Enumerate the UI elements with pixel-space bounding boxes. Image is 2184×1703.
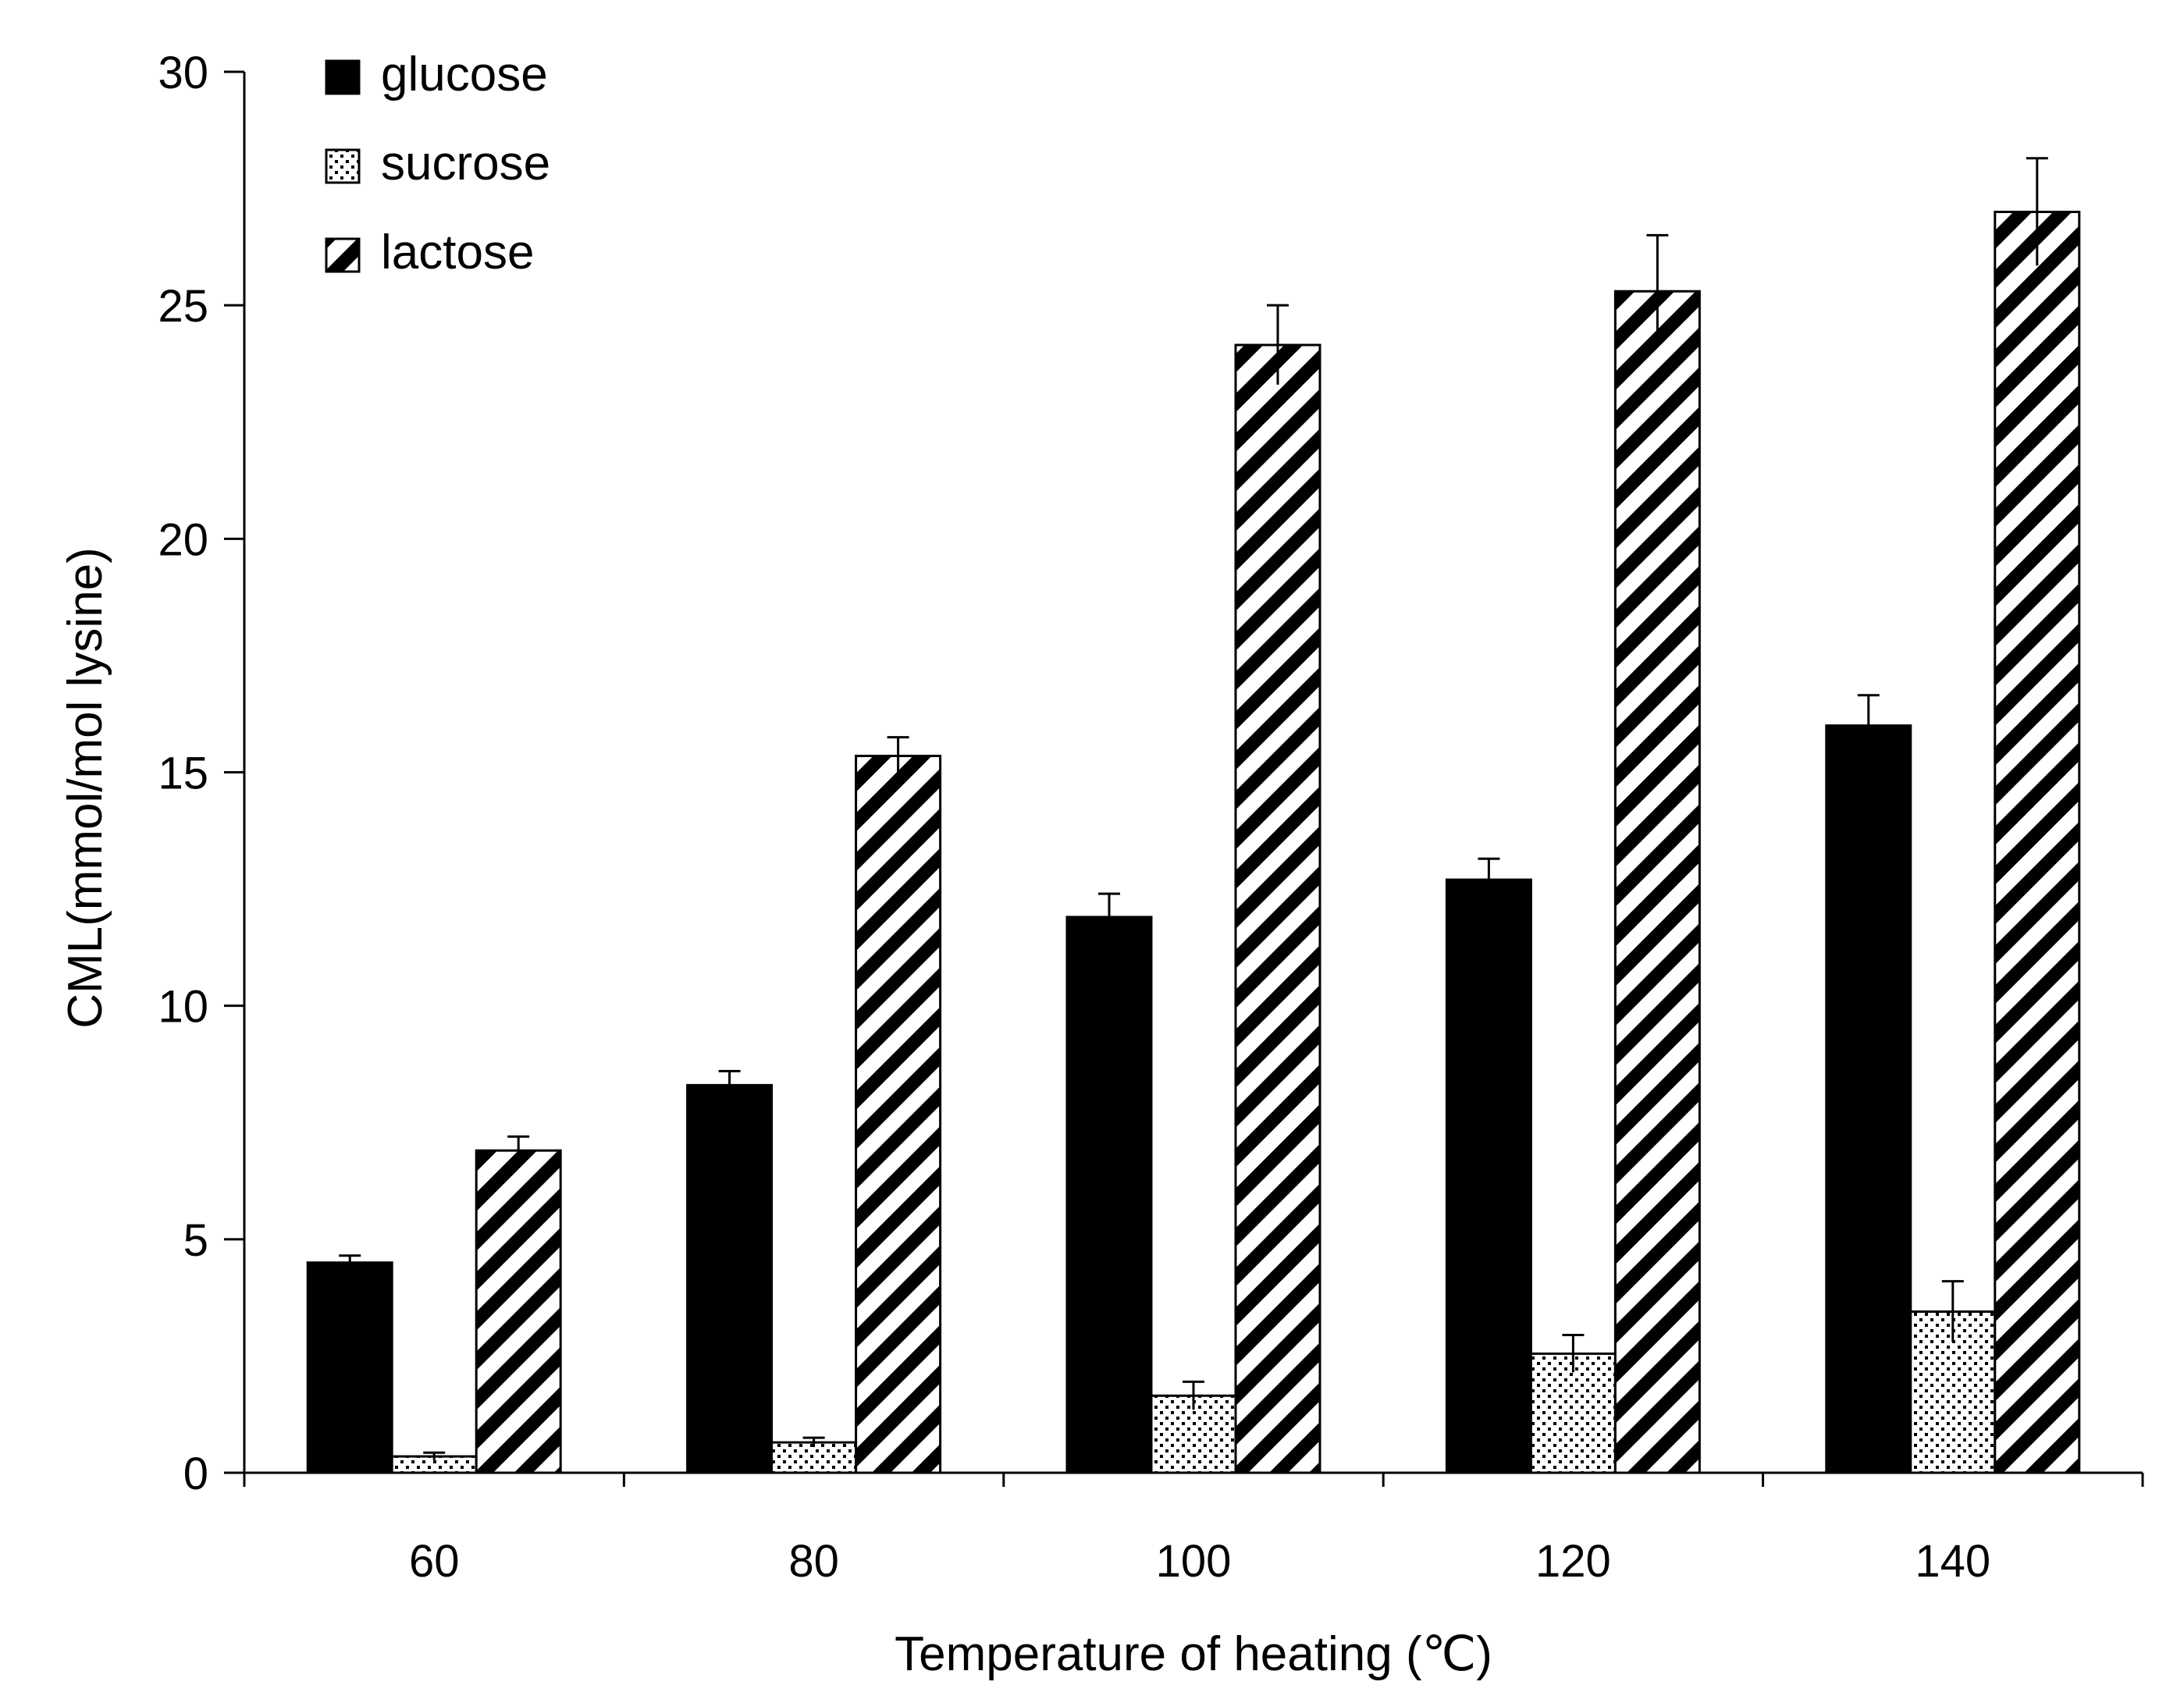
- x-tick-label: 60: [409, 1536, 460, 1587]
- bar-lactose-100: [1234, 343, 1321, 1474]
- legend-swatch-lactose: [325, 237, 361, 273]
- y-tick-label: 0: [183, 1449, 208, 1499]
- legend-label-glucose: glucose: [381, 48, 548, 101]
- x-tick-label: 120: [1535, 1536, 1611, 1587]
- x-tick-label: 140: [1915, 1536, 1990, 1587]
- y-tick-label: 25: [158, 281, 208, 332]
- bar-sucrose-80: [770, 1441, 858, 1474]
- x-tick-label: 100: [1156, 1536, 1232, 1587]
- y-tick-label: 15: [158, 748, 208, 799]
- axes: 0 5 10 15 20 25 30 60 80 100 120 140 Temperature of …: [59, 48, 2144, 1681]
- bar-glucose-60: [306, 1261, 393, 1474]
- x-tick-label: 80: [788, 1536, 839, 1587]
- y-axis-title: CML(mmol/mol lysine): [59, 547, 112, 1029]
- bar-sucrose-120: [1529, 1352, 1617, 1474]
- bar-lactose-60: [475, 1149, 562, 1474]
- bar-glucose-140: [1825, 724, 1912, 1474]
- legend-swatch-sucrose: [325, 148, 361, 184]
- legend-label-lactose: lactose: [381, 226, 534, 279]
- y-tick-label: 5: [183, 1215, 208, 1266]
- bar-lactose-140: [1994, 211, 2081, 1474]
- bar-lactose-120: [1613, 290, 1701, 1474]
- y-tick-label: 30: [158, 48, 208, 98]
- bar-lactose-80: [855, 755, 942, 1474]
- bar-glucose-100: [1065, 915, 1153, 1474]
- y-tick-label: 20: [158, 514, 208, 565]
- x-axis-title: Temperature of heating (℃): [895, 1627, 1492, 1681]
- bar-glucose-80: [686, 1083, 774, 1474]
- legend-label-sucrose: sucrose: [381, 137, 550, 190]
- legend: glucose sucrose lactose: [325, 48, 550, 279]
- bar-glucose-120: [1445, 878, 1532, 1474]
- bars: [306, 157, 2081, 1474]
- y-tick-label: 10: [158, 982, 208, 1033]
- legend-swatch-glucose: [325, 59, 361, 95]
